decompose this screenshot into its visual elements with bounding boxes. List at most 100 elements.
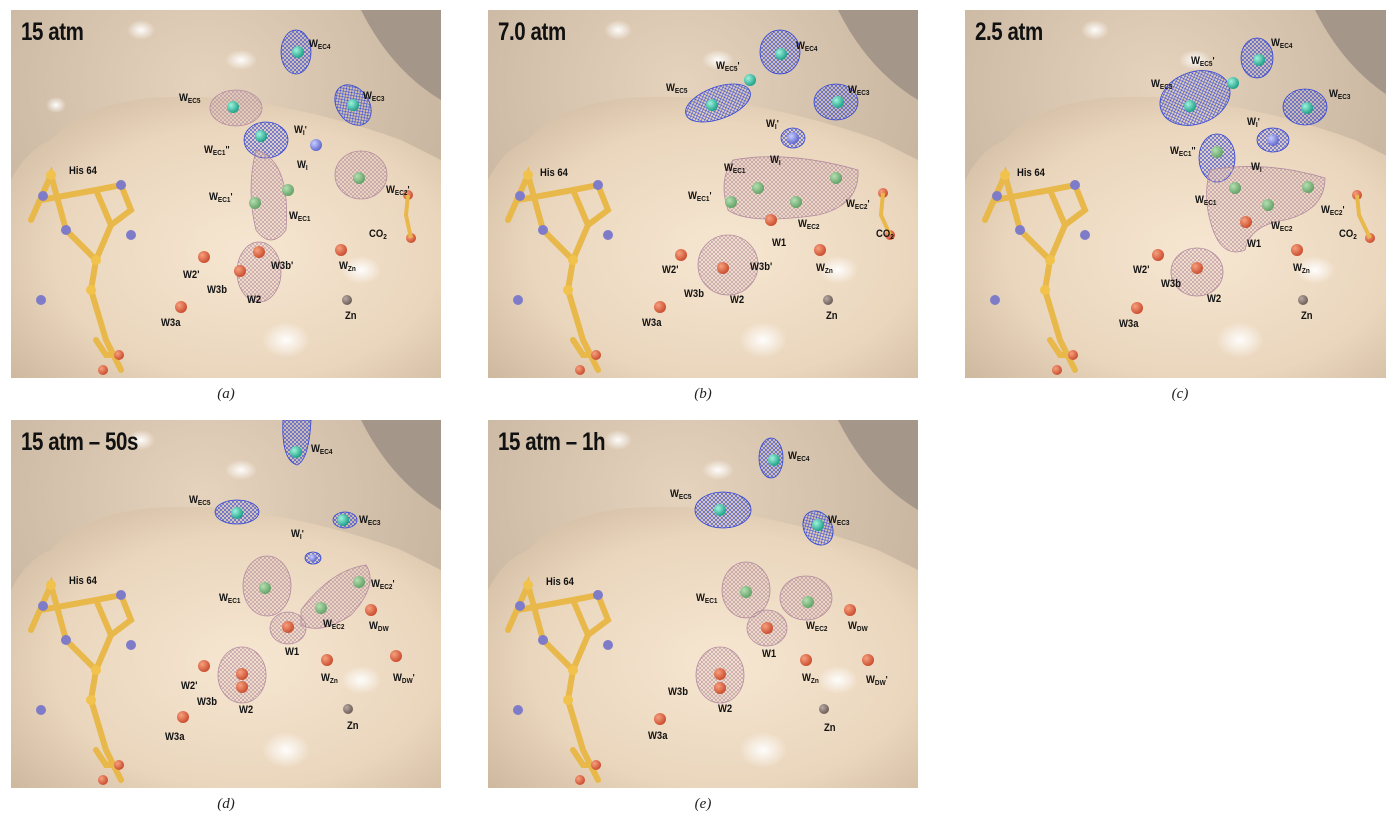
panel-b-structure	[488, 10, 918, 378]
label-wzn: WZn	[816, 262, 833, 275]
label-wec5: WEC5	[179, 92, 201, 105]
label-w1: W1	[762, 648, 777, 660]
label-wi-prime: WI'	[1247, 116, 1260, 129]
label-w1: W1	[772, 237, 787, 249]
label-wec3: WEC3	[1329, 88, 1351, 101]
panel-c-structure	[965, 10, 1386, 378]
label-his64: His 64	[1017, 167, 1045, 179]
label-wdw: WDW	[848, 620, 868, 633]
label-wi-prime: WI'	[766, 118, 779, 131]
label-w3a: W3a	[648, 730, 668, 742]
label-his64: His 64	[69, 165, 97, 177]
label-wec3: WEC3	[363, 90, 385, 103]
label-wec1: WEC1	[696, 592, 718, 605]
label-w2-prime: W2'	[662, 264, 679, 276]
label-w3a: W3a	[642, 317, 662, 329]
caption-d: (d)	[217, 796, 235, 812]
label-wec5: WEC5	[666, 82, 688, 95]
label-wzn: WZn	[1293, 262, 1310, 275]
panel-title: 2.5 atm	[975, 18, 1043, 46]
panel-title: 15 atm – 1h	[498, 428, 606, 456]
label-wec5: WEC5	[189, 494, 211, 507]
label-w2: W2	[730, 294, 745, 306]
panel-a: 15 atm WEC4 WEC3 WEC5 WI' WEC1'' WI His …	[11, 10, 441, 378]
label-wec2: WEC2	[798, 218, 820, 231]
label-wec1-prime: WEC1'	[688, 190, 712, 203]
label-w2-prime: W2'	[183, 269, 200, 281]
label-wec2: WEC2	[323, 618, 345, 631]
label-wec1-prime: WEC1'	[209, 191, 233, 204]
caption-e: (e)	[694, 796, 712, 812]
label-wec1: WEC1	[289, 210, 311, 223]
label-his64: His 64	[546, 576, 574, 588]
label-w1: W1	[1247, 238, 1262, 250]
label-w3b: W3b	[684, 288, 704, 300]
label-wec2: WEC2	[806, 620, 828, 633]
label-wec4: WEC4	[1271, 37, 1293, 50]
label-w3b: W3b	[197, 696, 217, 708]
label-wec3: WEC3	[848, 84, 870, 97]
label-wec2-prime: WEC2'	[1321, 204, 1345, 217]
label-w2: W2	[718, 703, 733, 715]
label-w3b: W3b	[207, 284, 227, 296]
caption-b: (b)	[694, 386, 712, 402]
label-w3a: W3a	[161, 317, 181, 329]
label-w3a: W3a	[1119, 318, 1139, 330]
panel-title: 15 atm	[21, 18, 84, 46]
label-wec2: WEC2	[1271, 220, 1293, 233]
label-w3b-prime: W3b'	[271, 260, 294, 272]
label-wec5: WEC5	[1151, 78, 1173, 91]
label-wec5-prime: WEC5'	[1191, 55, 1215, 68]
label-zn: Zn	[347, 720, 359, 732]
label-co2: CO2	[1339, 228, 1357, 241]
label-w2-prime: W2'	[1133, 264, 1150, 276]
label-wdw-prime: WDW'	[866, 674, 888, 687]
label-wi: WI	[1251, 161, 1262, 174]
label-his64: His 64	[69, 575, 97, 587]
label-wec1: WEC1	[1195, 194, 1217, 207]
label-w3b-prime: W3b'	[750, 261, 773, 273]
label-w3b: W3b	[668, 686, 688, 698]
label-wec1-dprime: WEC1''	[1170, 145, 1196, 158]
panel-c: 2.5 atm WEC4 WEC5' WEC5 WEC3 WI' WEC1'' …	[965, 10, 1386, 378]
label-wec5-prime: WEC5'	[716, 60, 740, 73]
label-wec4: WEC4	[796, 40, 818, 53]
panel-e: 15 atm – 1h WEC4 WEC5 WEC3 His 64 WEC1 W…	[488, 420, 918, 788]
label-w2-prime: W2'	[181, 680, 198, 692]
label-wi-prime: WI'	[291, 528, 304, 541]
panel-a-structure	[11, 10, 441, 378]
label-wec3: WEC3	[828, 514, 850, 527]
caption-a: (a)	[217, 386, 235, 402]
label-wec3: WEC3	[359, 514, 381, 527]
label-zn: Zn	[345, 310, 357, 322]
label-wzn: WZn	[802, 672, 819, 685]
label-wec4: WEC4	[309, 38, 331, 51]
label-wec4: WEC4	[311, 443, 333, 456]
label-w2: W2	[1207, 293, 1222, 305]
label-wdw-prime: WDW'	[393, 672, 415, 685]
caption-c: (c)	[1171, 386, 1189, 402]
panel-title: 15 atm – 50s	[21, 428, 139, 456]
label-wzn: WZn	[321, 672, 338, 685]
label-w3b: W3b	[1161, 278, 1181, 290]
panel-title: 7.0 atm	[498, 18, 566, 46]
label-zn: Zn	[1301, 310, 1313, 322]
label-wec1-dprime: WEC1''	[204, 144, 230, 157]
label-wi: WI	[770, 154, 781, 167]
label-wec1: WEC1	[219, 592, 241, 605]
label-wec5: WEC5	[670, 488, 692, 501]
panel-e-structure	[488, 420, 918, 788]
label-wi-prime: WI'	[294, 124, 307, 137]
label-zn: Zn	[826, 310, 838, 322]
label-wdw: WDW	[369, 620, 389, 633]
label-wec4: WEC4	[788, 450, 810, 463]
label-w2: W2	[247, 294, 262, 306]
label-wi: WI	[297, 159, 308, 172]
label-wec2-prime: WEC2'	[386, 184, 410, 197]
label-w2: W2	[239, 704, 254, 716]
label-zn: Zn	[824, 722, 836, 734]
label-wzn: WZn	[339, 260, 356, 273]
label-wec1: WEC1	[724, 162, 746, 175]
label-his64: His 64	[540, 167, 568, 179]
label-w3a: W3a	[165, 731, 185, 743]
